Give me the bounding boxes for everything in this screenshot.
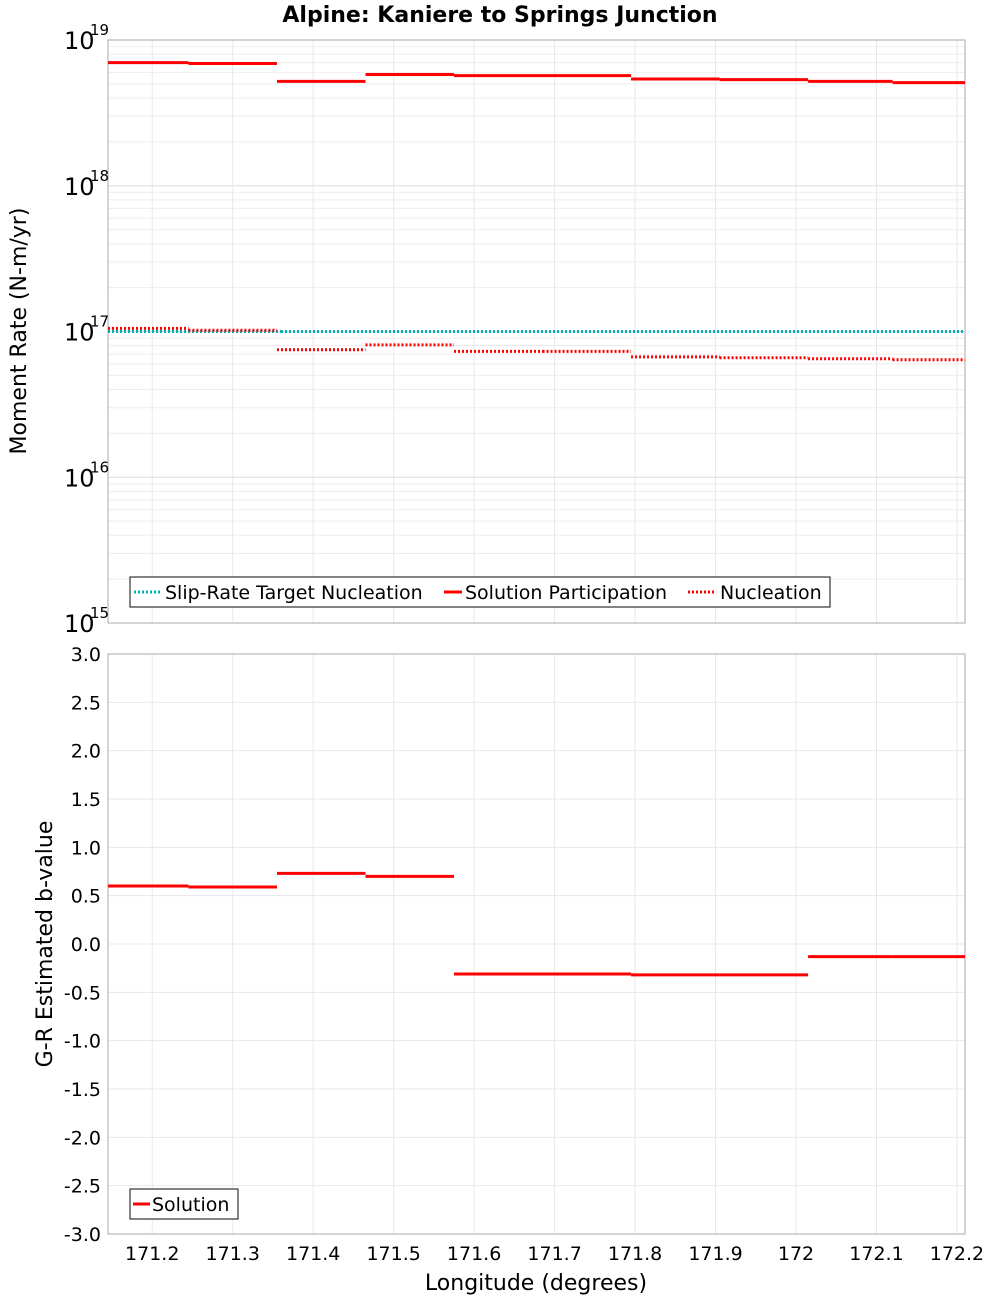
- y-tick-label: 1.5: [71, 789, 101, 811]
- y-tick-exponent: 19: [90, 21, 109, 39]
- y-tick-label: -3.0: [64, 1224, 101, 1246]
- y-tick-exponent: 15: [90, 604, 109, 622]
- b-value-series: [108, 871, 965, 977]
- moment-rate-series: [108, 61, 965, 362]
- x-tick-label: 171.4: [286, 1243, 340, 1265]
- b-value-y-axis-label: G-R Estimated b-value: [33, 821, 58, 1068]
- legend-label-slip-rate-target: Slip-Rate Target Nucleation: [165, 582, 423, 604]
- y-tick-label: 2.5: [71, 692, 101, 714]
- y-tick-label: 3.0: [71, 644, 101, 666]
- y-tick-label: 0.5: [71, 886, 101, 908]
- legend-label-solution: Solution: [152, 1194, 229, 1216]
- b-value-legend: Solution: [129, 1188, 239, 1220]
- y-tick-label: 10: [64, 27, 95, 55]
- moment-rate-legend: Slip-Rate Target Nucleation Solution Par…: [129, 576, 831, 608]
- y-tick-label: -2.0: [64, 1127, 101, 1149]
- y-tick-label: 10: [64, 464, 95, 492]
- x-tick-label: 171.3: [206, 1243, 260, 1265]
- y-tick-label: 1.0: [71, 837, 101, 859]
- y-tick-label: 0.0: [71, 934, 101, 956]
- y-tick-label: 10: [64, 610, 95, 638]
- legend-label-nucleation: Nucleation: [720, 582, 822, 604]
- chart-title: Alpine: Kaniere to Springs Junction: [282, 3, 717, 28]
- x-tick-label: 171.2: [125, 1243, 179, 1265]
- x-tick-label: 172.2: [930, 1243, 984, 1265]
- y-tick-label: -2.5: [64, 1176, 101, 1198]
- b-value-grid: [108, 653, 965, 1235]
- legend-label-solution-participation: Solution Participation: [465, 582, 667, 604]
- x-tick-label: 171.7: [527, 1243, 581, 1265]
- b-value-plot-frame: [107, 653, 966, 1235]
- moment-rate-y-axis-label: Moment Rate (N-m/yr): [7, 208, 32, 455]
- y-tick-label: 10: [64, 319, 95, 347]
- b-value-y-ticks: -3.0 -2.5 -2.0 -1.5 -1.0 -0.5 0.0 0.5 1.0 1.5 2.0 2…: [64, 644, 101, 1246]
- x-tick-label: 171.5: [366, 1243, 420, 1265]
- x-tick-label: 171.6: [447, 1243, 501, 1265]
- y-tick-exponent: 17: [90, 313, 109, 331]
- y-tick-label: 10: [64, 173, 95, 201]
- y-tick-exponent: 18: [90, 167, 109, 185]
- x-tick-label: 172.1: [849, 1243, 903, 1265]
- y-tick-exponent: 16: [90, 458, 109, 476]
- y-tick-label: -1.0: [64, 1031, 101, 1053]
- moment-rate-grid: [108, 39, 965, 624]
- x-tick-label: 172: [778, 1243, 814, 1265]
- y-tick-label: -1.5: [64, 1079, 101, 1101]
- x-tick-label: 171.8: [608, 1243, 662, 1265]
- y-tick-label: -0.5: [64, 982, 101, 1004]
- b-value-panel: -3.0 -2.5 -2.0 -1.5 -1.0 -0.5 0.0 0.5 1.0 1.5 2.0 2…: [33, 644, 984, 1296]
- y-tick-label: 2.0: [71, 741, 101, 763]
- x-tick-label: 171.9: [688, 1243, 742, 1265]
- x-axis-label: Longitude (degrees): [425, 1271, 647, 1296]
- x-axis-ticks: 171.2 171.3 171.4 171.5 171.6 171.7 171.8 171.9…: [125, 1243, 984, 1265]
